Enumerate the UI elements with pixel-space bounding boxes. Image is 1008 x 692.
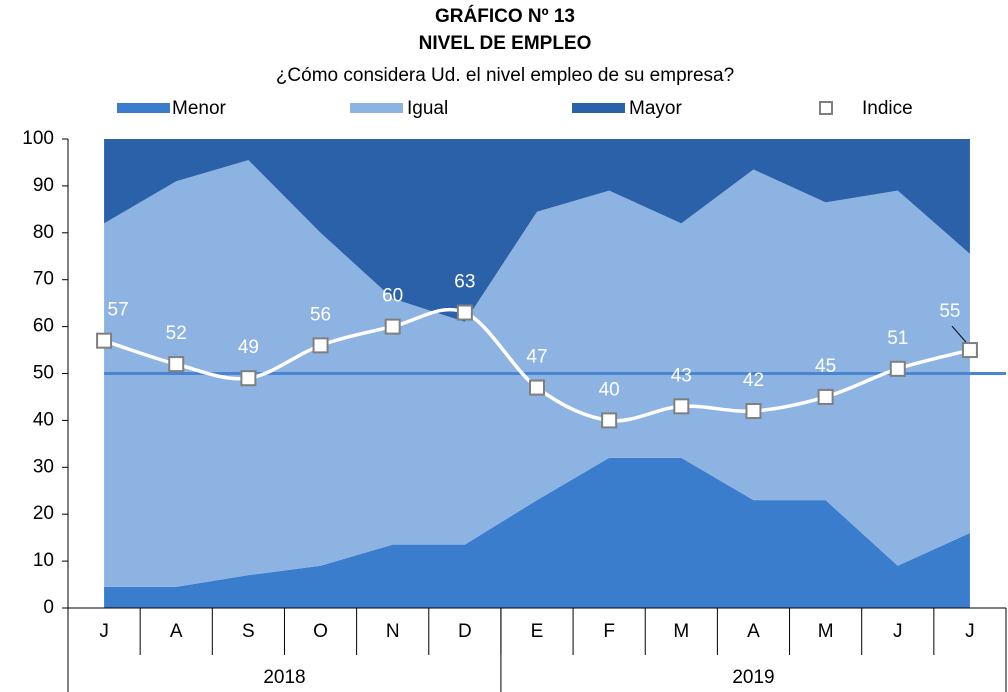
area bbox=[104, 139, 970, 322]
legend-label: Mayor bbox=[629, 98, 682, 119]
y-tick-label: 40 bbox=[33, 409, 54, 430]
group-label: 2019 bbox=[732, 667, 774, 688]
data-label: 63 bbox=[454, 272, 475, 293]
x-tick-label: S bbox=[242, 621, 255, 642]
index-marker bbox=[384, 318, 401, 335]
y-tick-label: 70 bbox=[33, 269, 54, 290]
legend-label: Igual bbox=[407, 98, 448, 119]
index-marker bbox=[456, 304, 473, 321]
x-tick-label: J bbox=[965, 621, 975, 642]
data-label: 55 bbox=[939, 301, 960, 322]
index-marker bbox=[673, 398, 690, 415]
leader-line bbox=[951, 325, 967, 343]
data-label: 45 bbox=[815, 356, 836, 377]
x-tick-label: F bbox=[603, 621, 615, 642]
index-marker bbox=[529, 379, 545, 396]
data-label: 56 bbox=[310, 304, 331, 325]
y-tick-label: 20 bbox=[33, 503, 54, 524]
index-marker bbox=[745, 403, 762, 420]
index-marker bbox=[96, 332, 113, 349]
data-label: 40 bbox=[599, 379, 620, 400]
legend-label: Indice bbox=[862, 98, 913, 119]
x-tick-label: E bbox=[531, 621, 544, 642]
data-label: 60 bbox=[382, 286, 403, 307]
y-tick-label: 80 bbox=[33, 222, 54, 243]
x-tick-label: M bbox=[818, 621, 834, 642]
legend-swatch bbox=[350, 103, 403, 113]
data-label: 52 bbox=[166, 323, 187, 344]
data-label: 42 bbox=[743, 370, 764, 391]
x-tick-label: J bbox=[893, 621, 903, 642]
legend-swatch bbox=[117, 103, 170, 113]
data-label: 47 bbox=[526, 347, 547, 368]
chart-subtitle: ¿Cómo considera Ud. el nivel empleo de s… bbox=[276, 65, 734, 86]
x-tick-label: O bbox=[313, 621, 328, 642]
data-label: 51 bbox=[887, 328, 908, 349]
data-label: 43 bbox=[671, 365, 692, 386]
legend-swatch bbox=[572, 103, 625, 113]
index-marker bbox=[312, 337, 329, 354]
data-label: 57 bbox=[108, 300, 129, 321]
area bbox=[104, 457, 970, 608]
index-marker bbox=[240, 370, 257, 387]
x-tick-label: J bbox=[99, 621, 109, 642]
y-tick-label: 30 bbox=[33, 456, 54, 477]
x-tick-label: A bbox=[170, 621, 183, 642]
index-marker bbox=[601, 412, 618, 429]
y-tick-label: 0 bbox=[43, 597, 54, 618]
y-tick-label: 10 bbox=[33, 550, 54, 571]
legend-label: Menor bbox=[172, 98, 227, 119]
x-tick-label: D bbox=[458, 621, 472, 642]
y-tick-label: 90 bbox=[33, 175, 54, 196]
y-tick-label: 60 bbox=[33, 316, 54, 337]
x-tick-label: M bbox=[673, 621, 689, 642]
y-tick-label: 100 bbox=[22, 128, 54, 149]
group-label: 2018 bbox=[263, 667, 305, 688]
index-marker bbox=[961, 342, 978, 359]
index-marker bbox=[889, 360, 906, 377]
chart-title: NIVEL DE EMPLEO bbox=[419, 33, 592, 54]
legend-marker bbox=[819, 101, 833, 115]
y-tick-label: 50 bbox=[33, 363, 54, 384]
index-marker bbox=[168, 356, 185, 373]
data-label: 49 bbox=[238, 337, 259, 358]
chart-title: GRÁFICO Nº 13 bbox=[435, 5, 575, 27]
x-tick-label: N bbox=[386, 621, 400, 642]
x-tick-label: A bbox=[747, 621, 760, 642]
index-marker bbox=[817, 388, 834, 405]
